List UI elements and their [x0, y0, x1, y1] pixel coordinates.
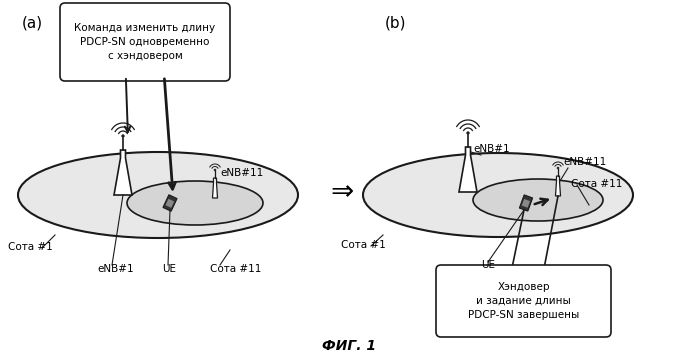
FancyBboxPatch shape [60, 3, 230, 81]
Text: Команда изменить длину
PDCP-SN одновременно
с хэндовером: Команда изменить длину PDCP-SN одновреме… [74, 23, 215, 61]
Text: Сота #1: Сота #1 [8, 242, 52, 252]
Ellipse shape [557, 167, 559, 169]
Polygon shape [212, 178, 217, 198]
Ellipse shape [214, 169, 216, 171]
Text: eNB#1: eNB#1 [473, 144, 510, 154]
Text: Сота #1: Сота #1 [341, 240, 386, 250]
Text: eNB#1: eNB#1 [97, 264, 134, 274]
Text: ФИГ. 1: ФИГ. 1 [322, 339, 376, 353]
Polygon shape [114, 150, 132, 195]
FancyBboxPatch shape [436, 265, 611, 337]
Text: UE: UE [162, 264, 176, 274]
Ellipse shape [18, 152, 298, 238]
Text: Сота #11: Сота #11 [571, 179, 622, 189]
Polygon shape [163, 195, 177, 211]
Polygon shape [556, 176, 561, 196]
Ellipse shape [363, 153, 633, 237]
Text: Хэндовер
и задание длины
PDCP-SN завершены: Хэндовер и задание длины PDCP-SN заверше… [468, 282, 579, 320]
Ellipse shape [127, 181, 263, 225]
Text: Сота #11: Сота #11 [210, 264, 261, 274]
Polygon shape [459, 147, 477, 192]
Ellipse shape [473, 179, 603, 221]
Polygon shape [521, 199, 530, 208]
Text: UE: UE [481, 260, 495, 270]
Text: (a): (a) [22, 16, 43, 31]
Text: eNB#11: eNB#11 [563, 157, 606, 167]
Text: eNB#11: eNB#11 [220, 168, 264, 178]
Polygon shape [166, 199, 174, 208]
Ellipse shape [467, 132, 469, 134]
Ellipse shape [122, 135, 124, 137]
Polygon shape [519, 195, 533, 211]
Text: ⇒: ⇒ [331, 178, 354, 206]
Text: (b): (b) [385, 16, 407, 31]
